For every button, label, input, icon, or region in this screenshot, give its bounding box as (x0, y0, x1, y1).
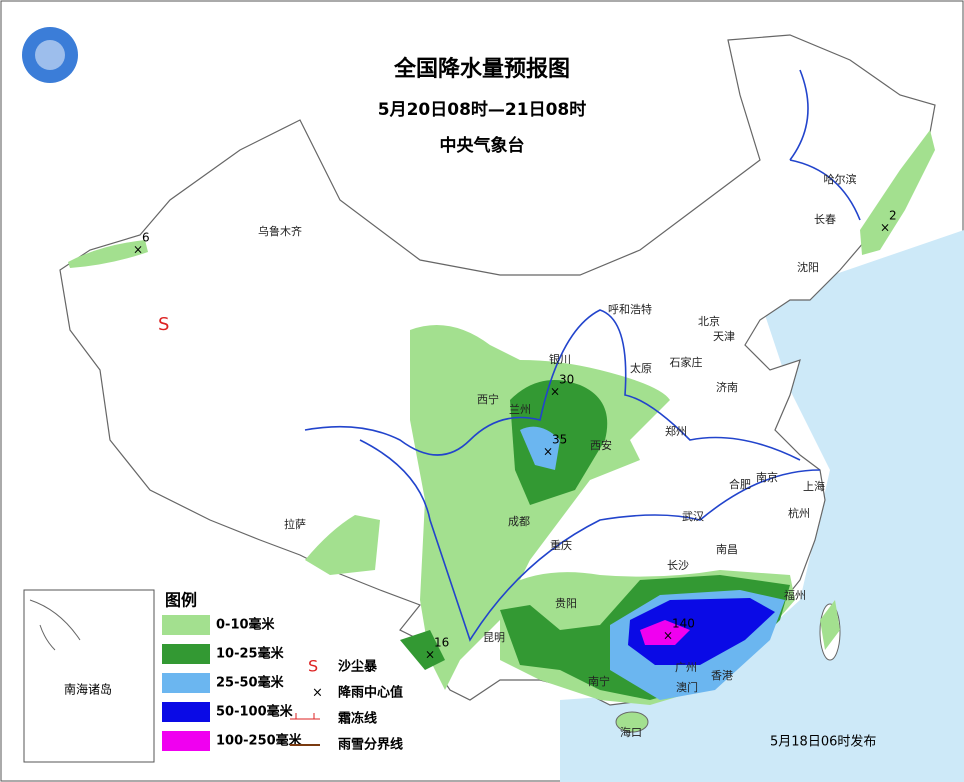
city-label: 长春 (814, 213, 836, 226)
legend-symbol: × (312, 686, 323, 701)
city-label: 昆明 (483, 631, 505, 644)
city-label: 呼和浩特 (608, 302, 652, 316)
city-label: 济南 (716, 380, 738, 394)
legend-symbol-label: 沙尘暴 (338, 659, 378, 675)
rivers (304, 69, 861, 642)
inset-coast (29, 599, 81, 651)
city-label: 澳门 (676, 680, 698, 694)
legend-swatch (162, 644, 210, 664)
city-label: 长沙 (667, 559, 689, 572)
city-label: 银川 (549, 352, 571, 366)
city-label: 太原 (630, 362, 652, 375)
legend-item: 10-25毫米 (216, 646, 285, 662)
legend-title: 图例 (165, 591, 197, 610)
city-label: 贵阳 (555, 597, 577, 610)
legend-swatch (162, 615, 210, 635)
legend-symbol (290, 713, 320, 720)
inset (23, 589, 155, 763)
legend-symbol: S (308, 657, 318, 676)
legend-item: 0-10毫米 (216, 617, 276, 633)
footer: 5月18日06时发布 (770, 734, 876, 750)
city-label: 拉萨 (284, 517, 306, 531)
city-label: 福州 (784, 588, 806, 602)
city-label: 重庆 (550, 538, 572, 552)
dust-storm-symbol: S (158, 314, 169, 335)
center-value: 140 (672, 617, 695, 631)
city-label: 上海 (803, 479, 825, 493)
center-marker: × (543, 445, 553, 459)
center-marker: × (663, 629, 673, 643)
center-marker: × (133, 243, 143, 257)
city-label: 郑州 (665, 424, 687, 438)
city-label: 南宁 (588, 674, 610, 688)
city-label: 西安 (590, 438, 612, 452)
city-label: 广州 (675, 661, 697, 674)
legend-symbol-label: 霜冻线 (337, 711, 377, 727)
period: 5月20日08时—21日08时 (378, 100, 586, 120)
center-value: 6 (142, 231, 150, 245)
hainan (615, 711, 649, 733)
city-label: 杭州 (788, 506, 810, 520)
logo-inner (35, 40, 65, 70)
legend-symbol-label: 降雨中心值 (338, 685, 403, 701)
city-label: 哈尔滨 (824, 172, 857, 186)
legend-item: 50-100毫米 (216, 704, 294, 720)
inset-label: 南海诸岛 (64, 682, 112, 697)
city-label: 武汉 (682, 510, 704, 523)
center-value: 2 (889, 209, 897, 223)
city-label: 南京 (756, 470, 778, 484)
city-label: 北京 (698, 314, 720, 328)
city-label: 海口 (620, 725, 642, 739)
legend-item: 25-50毫米 (216, 675, 285, 691)
legend-item: 100-250毫米 (216, 733, 303, 749)
city-label: 石家庄 (670, 355, 703, 369)
city-label: 天津 (713, 330, 735, 343)
sea (560, 230, 964, 782)
legend-swatch (162, 702, 210, 722)
legend-symbol-label: 雨雪分界线 (338, 737, 403, 753)
city-label: 南昌 (716, 543, 738, 556)
title: 全国降水量预报图 (393, 56, 570, 82)
center-marker: × (550, 385, 560, 399)
issuer: 中央气象台 (440, 135, 525, 156)
city-label: 成都 (508, 515, 530, 528)
center-value: 35 (552, 433, 567, 447)
center-marker: × (880, 221, 890, 235)
city-label: 沈阳 (797, 260, 819, 274)
city-label: 西宁 (477, 392, 499, 406)
legend-swatch (162, 731, 210, 751)
city-label: 兰州 (509, 403, 531, 416)
center-value: 16 (434, 636, 449, 650)
city-label: 乌鲁木齐 (258, 224, 302, 238)
rain-areas (68, 130, 935, 705)
center-marker: × (425, 648, 435, 662)
center-value: 30 (559, 373, 574, 387)
legend-swatch (162, 673, 210, 693)
city-label: 香港 (711, 669, 733, 682)
city-label: 合肥 (729, 477, 751, 491)
